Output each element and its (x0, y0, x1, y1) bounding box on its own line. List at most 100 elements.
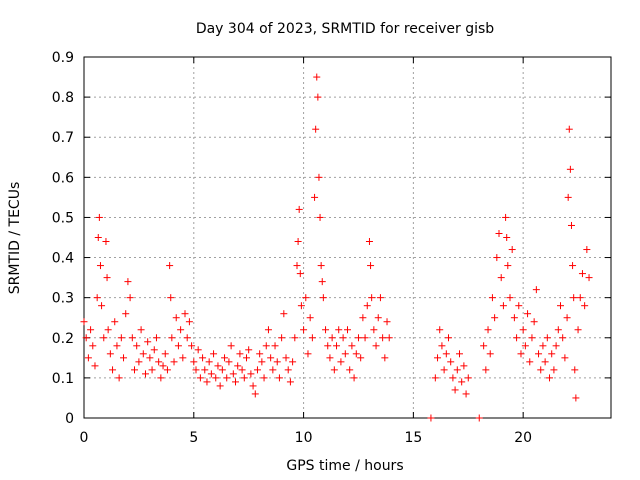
data-point (372, 342, 380, 350)
y-tick-label: 0.3 (52, 291, 74, 307)
data-point (109, 366, 117, 374)
data-point (95, 213, 103, 221)
data-point (572, 394, 580, 402)
data-point (183, 334, 191, 342)
data-point (370, 326, 378, 334)
data-point (517, 350, 525, 358)
data-point (282, 354, 290, 362)
data-point (504, 262, 512, 270)
data-point (293, 262, 301, 270)
data-point (218, 366, 226, 374)
data-point (256, 350, 264, 358)
data-point (146, 354, 154, 362)
data-point (381, 354, 389, 362)
data-point (434, 354, 442, 362)
x-tick-label: 15 (404, 430, 422, 446)
data-point (133, 342, 141, 350)
data-point (326, 354, 334, 362)
data-point (317, 262, 325, 270)
data-point (576, 294, 584, 302)
data-point (291, 334, 299, 342)
data-point (379, 334, 387, 342)
data-point (207, 370, 215, 378)
data-point (532, 286, 540, 294)
data-point (278, 334, 286, 342)
y-tick-label: 0.6 (52, 170, 74, 186)
data-point (436, 326, 444, 334)
data-point (462, 390, 470, 398)
data-point (550, 366, 558, 374)
data-point (502, 213, 510, 221)
data-point (530, 318, 538, 326)
data-point (528, 334, 536, 342)
data-point (258, 358, 266, 366)
data-point (223, 374, 231, 382)
y-tick-label: 0.1 (52, 371, 74, 387)
data-point (181, 310, 189, 318)
data-point (126, 294, 134, 302)
axis-ticks: 0 0.1 0.2 0.3 0.4 0.5 0.6 0.7 0.8 0.9 0 5 10 15 20 (52, 50, 611, 446)
data-point (245, 346, 253, 354)
data-point (89, 342, 97, 350)
data-point (188, 342, 196, 350)
data-point (234, 362, 242, 370)
data-point (365, 238, 373, 246)
data-point (82, 334, 90, 342)
data-point (442, 350, 450, 358)
data-point (117, 334, 125, 342)
data-point (185, 318, 193, 326)
data-point (264, 326, 272, 334)
data-point (493, 254, 501, 262)
y-axis-label: SRMTID / TECUs (7, 182, 23, 295)
data-point (513, 334, 521, 342)
data-point (341, 350, 349, 358)
data-point (460, 362, 468, 370)
data-point (581, 302, 589, 310)
data-point (190, 358, 198, 366)
y-tick-label: 0.9 (52, 50, 74, 66)
data-point (519, 326, 527, 334)
data-point (194, 346, 202, 354)
data-point (497, 274, 505, 282)
data-point (315, 173, 323, 181)
data-point (322, 326, 330, 334)
data-point (236, 350, 244, 358)
data-point (548, 350, 556, 358)
data-point (124, 278, 132, 286)
data-point (150, 346, 158, 354)
data-point (508, 246, 516, 254)
plot-frame (83, 56, 612, 419)
data-point (203, 378, 211, 386)
data-point (210, 350, 218, 358)
data-point (314, 93, 322, 101)
data-point (350, 374, 358, 382)
data-point (455, 350, 463, 358)
data-point (104, 326, 112, 334)
data-point (308, 334, 316, 342)
y-tick-label: 0 (65, 411, 74, 427)
data-point (199, 354, 207, 362)
data-point (137, 326, 145, 334)
data-point (251, 390, 259, 398)
data-point (346, 366, 354, 374)
data-point (348, 342, 356, 350)
data-point (161, 350, 169, 358)
data-point (564, 193, 572, 201)
data-point (111, 318, 119, 326)
data-point (438, 342, 446, 350)
data-point (316, 213, 324, 221)
x-axis-label: GPS time / hours (286, 458, 403, 474)
data-point (157, 374, 165, 382)
data-point (339, 334, 347, 342)
data-point (148, 366, 156, 374)
data-point (141, 370, 149, 378)
data-point (312, 125, 320, 133)
data-point (102, 238, 110, 246)
data-point (115, 374, 123, 382)
data-point (583, 246, 591, 254)
data-point (488, 294, 496, 302)
data-point (541, 358, 549, 366)
data-point (269, 366, 277, 374)
data-point (80, 318, 88, 326)
